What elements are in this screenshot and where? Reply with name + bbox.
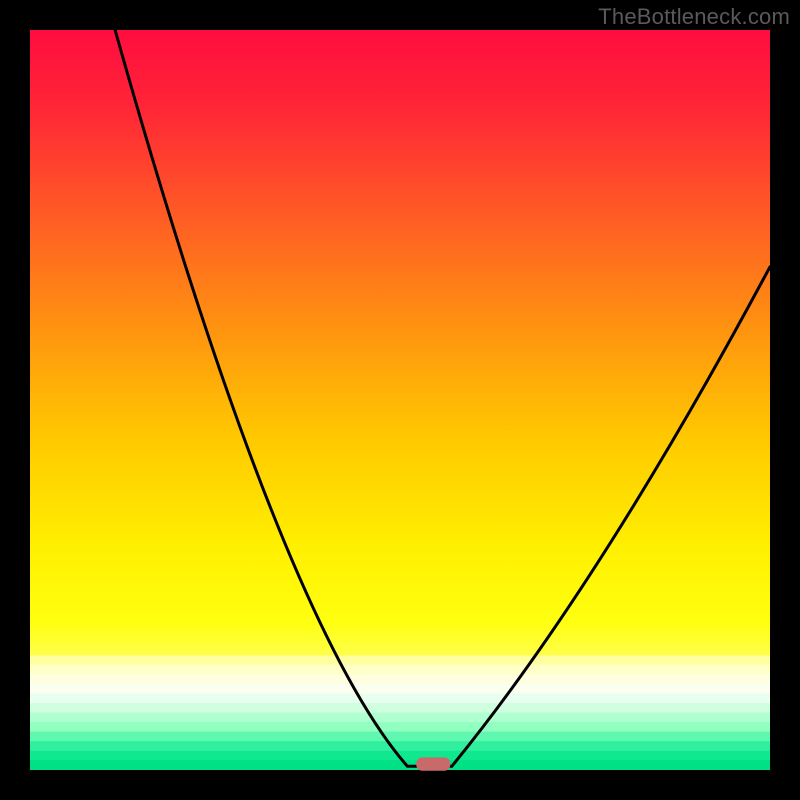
watermark-text: TheBottleneck.com	[598, 4, 790, 30]
optimal-marker	[416, 757, 450, 770]
chart-container: TheBottleneck.com	[0, 0, 800, 800]
plot-background	[30, 30, 770, 770]
bottleneck-chart	[0, 0, 800, 800]
